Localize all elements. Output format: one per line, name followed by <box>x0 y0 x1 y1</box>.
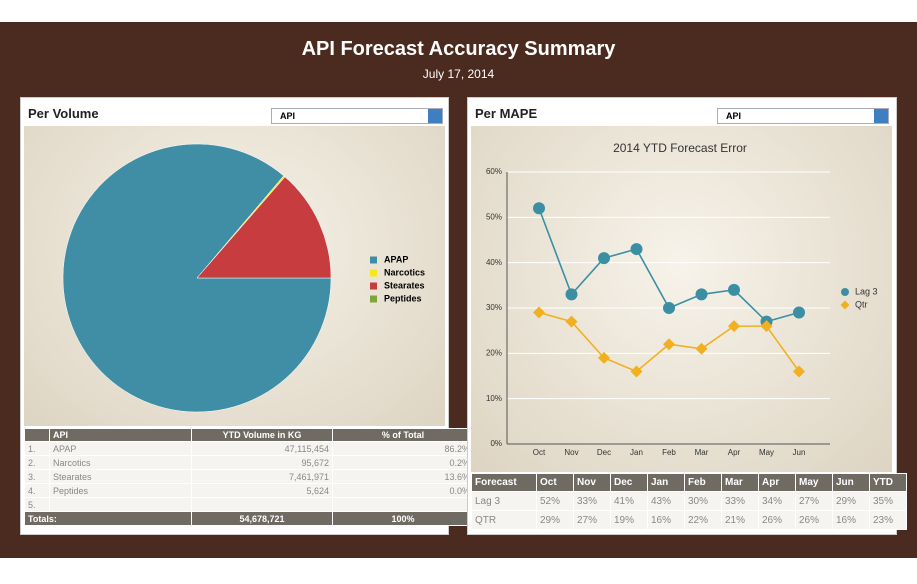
header-cell: % of Total <box>332 428 474 442</box>
table-cell: 43% <box>647 491 685 511</box>
table-cell: 34% <box>758 491 796 511</box>
table-cell: 19% <box>610 510 648 530</box>
table-cell: 2. <box>24 455 50 470</box>
table-cell: 35% <box>869 491 907 511</box>
table-cell: APAP <box>49 441 192 456</box>
table-cell: 7,461,971 <box>191 469 333 484</box>
header-cell: YTD Volume in KG <box>191 428 333 442</box>
table-row: 3. Stearates 7,461,971 13.6% <box>24 469 474 484</box>
header-cell: Oct <box>536 473 574 492</box>
panel-title: Per MAPE <box>475 106 538 121</box>
dropdown[interactable]: API <box>271 108 443 124</box>
table-cell: 4. <box>24 483 50 498</box>
table-cell: 47,115,454 <box>191 441 333 456</box>
table-cell: 41% <box>610 491 648 511</box>
table-cell: 27% <box>573 510 611 530</box>
table-cell <box>332 497 474 512</box>
table-cell <box>49 497 192 512</box>
dropdown[interactable]: API <box>717 108 889 124</box>
table-cell: 1. <box>24 441 50 456</box>
table-cell: 95,672 <box>191 455 333 470</box>
table-cell: 29% <box>536 510 574 530</box>
table-cell: 86.2% <box>332 441 474 456</box>
table-cell: 52% <box>536 491 574 511</box>
table-cell: 21% <box>721 510 759 530</box>
page-title: API Forecast Accuracy Summary <box>301 38 616 60</box>
header-row: API YTD Volume in KG% of Total <box>24 428 474 442</box>
dropdown-arrow[interactable] <box>428 109 442 123</box>
table-cell: 33% <box>721 491 759 511</box>
table-cell: 5. <box>24 497 50 512</box>
table-cell: 5,624 <box>191 483 333 498</box>
volume-table: API YTD Volume in KG% of Total 1. APAP 47,11… <box>24 428 474 526</box>
table-cell: 13.6% <box>332 469 474 484</box>
header-cell: Jan <box>647 473 685 492</box>
table-cell: 3. <box>24 469 50 484</box>
chart-area <box>24 126 445 426</box>
table-row: 2. Narcotics 95,672 0.2% <box>24 455 474 470</box>
header-cell: Feb <box>684 473 722 492</box>
table-cell: 0.0% <box>332 483 474 498</box>
table-cell <box>191 497 333 512</box>
table-cell: 27% <box>795 491 833 511</box>
header-cell <box>24 428 50 442</box>
panel-title: Per Volume <box>28 106 99 121</box>
table-cell: 26% <box>795 510 833 530</box>
table-cell: Narcotics <box>49 455 192 470</box>
header-cell: Apr <box>758 473 796 492</box>
header-cell: Jun <box>832 473 870 492</box>
totals-row: Totals: 54,678,721 100% <box>24 511 474 526</box>
page-date: July 17, 2014 <box>422 67 495 81</box>
totals-cell: Totals: <box>24 511 192 526</box>
header-cell: API <box>49 428 192 442</box>
table-row: 5. <box>24 497 474 512</box>
header-row: Forecast Oct Nov Dec Jan Feb Mar Apr May Jun YTD <box>471 473 907 492</box>
table-cell: QTR <box>471 510 537 530</box>
header-cell: Forecast <box>471 473 537 492</box>
volume-panel: Per Volume API API YTD Volume in KG% of T… <box>20 97 474 535</box>
table-cell: 16% <box>832 510 870 530</box>
header-cell: May <box>795 473 833 492</box>
header-cell: Mar <box>721 473 759 492</box>
table-cell: 33% <box>573 491 611 511</box>
table-cell: 30% <box>684 491 722 511</box>
table-row: 4. Peptides 5,624 0.0% <box>24 483 474 498</box>
dropdown-value: API <box>726 111 742 121</box>
dropdown-value: API <box>280 111 296 121</box>
dropdown-arrow[interactable] <box>874 109 888 123</box>
table-cell: Peptides <box>49 483 192 498</box>
table-cell: 29% <box>832 491 870 511</box>
header-cell: Nov <box>573 473 611 492</box>
header-cell: Dec <box>610 473 648 492</box>
table-cell: 0.2% <box>332 455 474 470</box>
table-cell: 16% <box>647 510 685 530</box>
table-cell: 26% <box>758 510 796 530</box>
chart-area <box>471 126 892 472</box>
table-row: Lag 3 52% 33% 41% 43% 30% 33% 34% 27% 29% 35% <box>471 491 907 511</box>
table-cell: Lag 3 <box>471 491 537 511</box>
table-row: QTR 29% 27% 19% 16% 22% 21% 26% 26% 16% 23% <box>471 510 907 530</box>
totals-cell: 54,678,721 <box>191 511 333 526</box>
table-row: 1. APAP 47,115,454 86.2% <box>24 441 474 456</box>
mape-panel: Per MAPE API Forecast Oct Nov Dec Jan Feb Mar A… <box>467 97 907 535</box>
header-cell: YTD <box>869 473 907 492</box>
table-cell: 22% <box>684 510 722 530</box>
table-cell: 23% <box>869 510 907 530</box>
mape-table: Forecast Oct Nov Dec Jan Feb Mar Apr May Jun YTD La… <box>471 473 907 530</box>
table-cell: Stearates <box>49 469 192 484</box>
totals-cell: 100% <box>332 511 474 526</box>
